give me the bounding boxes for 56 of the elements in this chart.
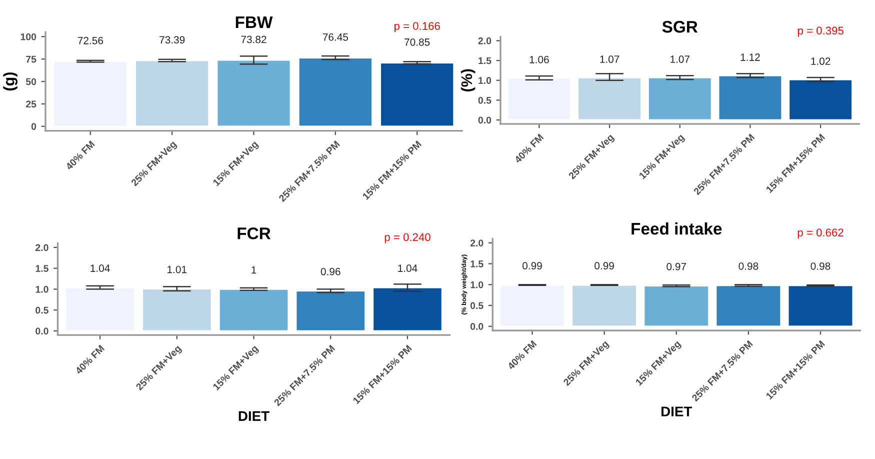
x-axis-title: DIET xyxy=(661,406,692,416)
y-tick-label: 100 xyxy=(20,33,36,40)
data-label: 1.12 xyxy=(740,54,760,61)
data-label: 1 xyxy=(252,266,256,274)
x-tick-label: 40% FM xyxy=(65,140,96,170)
chart-title: SGR xyxy=(662,20,698,33)
chart-title: FCR xyxy=(238,227,271,240)
data-label: 1.02 xyxy=(811,58,830,65)
x-tick-label: 40% FM xyxy=(506,340,537,370)
y-tick-label: 50 xyxy=(26,78,36,86)
y-tick-label: 1.5 xyxy=(36,265,48,272)
data-label: 1.04 xyxy=(398,264,418,272)
y-tick-label: 0.5 xyxy=(36,306,48,314)
y-tick-label: 2.0 xyxy=(478,37,492,44)
text: p = 0.662 xyxy=(798,228,844,239)
data-label: 0.96 xyxy=(320,268,340,276)
data-label: 1.04 xyxy=(90,264,110,272)
y-tick-label: 1.5 xyxy=(470,260,484,268)
x-axis-title: DIET xyxy=(238,411,270,421)
chart-title: FBW xyxy=(236,16,273,28)
data-label: 73.82 xyxy=(241,36,266,44)
y-tick-label: 25 xyxy=(26,100,36,108)
y-tick-label: 0 xyxy=(31,123,36,130)
data-label: 0.99 xyxy=(522,262,542,270)
text: p = 0.240 xyxy=(384,233,430,244)
y-tick-label: 0.0 xyxy=(470,323,484,330)
y-axis-title: (g) xyxy=(3,72,18,90)
data-label: 0.97 xyxy=(666,262,686,270)
data-label: 0.98 xyxy=(738,262,758,270)
data-label: 1.06 xyxy=(530,56,549,64)
y-tick-label: 1.0 xyxy=(470,281,484,288)
y-tick-label: 1.0 xyxy=(478,77,492,84)
annotation: p = 0.166 xyxy=(394,22,440,32)
y-tick-label: 0.0 xyxy=(36,328,48,335)
chart-title: Feed intake xyxy=(632,222,722,235)
data-label: 70.85 xyxy=(404,38,430,46)
y-tick-label: 2.0 xyxy=(470,240,484,246)
y-tick-label: 2.0 xyxy=(36,244,48,252)
y-tick-label: 75 xyxy=(26,56,36,63)
y-tick-label: 0.5 xyxy=(478,96,492,104)
data-label: 76.45 xyxy=(322,33,348,41)
data-label: 1.07 xyxy=(600,56,620,63)
x-tick-label: 40% FM xyxy=(514,134,544,164)
y-tick-label: 0.5 xyxy=(470,302,484,310)
data-label: 73.39 xyxy=(160,36,185,44)
x-tick-label: 40% FM xyxy=(74,344,105,375)
data-label: 72.56 xyxy=(78,36,103,44)
y-tick-label: 1.0 xyxy=(36,286,48,293)
data-label: 0.99 xyxy=(594,262,614,270)
data-label: 0.98 xyxy=(810,262,830,270)
text: p = 0.395 xyxy=(798,26,844,37)
y-axis-title: (%) xyxy=(460,69,476,92)
y-tick-label: 1.5 xyxy=(478,57,492,64)
data-label: 1.01 xyxy=(168,266,187,274)
y-tick-label: 0.0 xyxy=(478,116,492,124)
data-label: 1.07 xyxy=(670,56,690,63)
